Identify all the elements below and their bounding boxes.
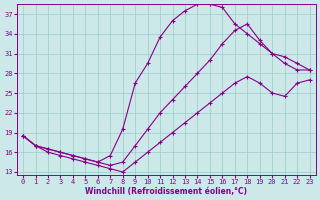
X-axis label: Windchill (Refroidissement éolien,°C): Windchill (Refroidissement éolien,°C) [85, 187, 247, 196]
